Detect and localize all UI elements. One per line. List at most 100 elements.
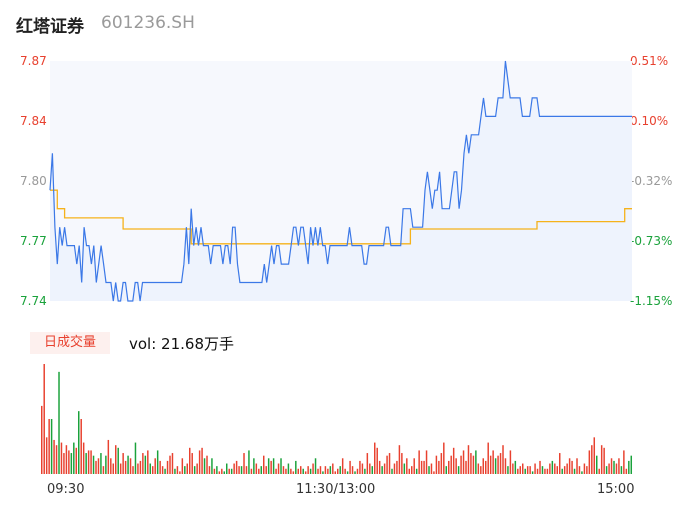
volume-bar <box>60 442 63 474</box>
volume-bar <box>430 463 433 474</box>
volume-bar <box>322 471 324 474</box>
volume-bar <box>443 442 445 474</box>
volume-bar <box>82 442 85 474</box>
volume-bar <box>314 458 317 474</box>
volume-bar <box>475 450 477 474</box>
volume-bar <box>591 445 593 474</box>
volume-bar <box>55 445 58 474</box>
volume-bar <box>189 447 191 474</box>
volume-bar <box>556 466 559 474</box>
volume-bar <box>221 468 223 474</box>
volume-bar <box>312 463 314 474</box>
volume-bar <box>586 466 588 474</box>
volume-bar <box>489 455 492 474</box>
volume-bar <box>319 466 322 474</box>
volume-bar <box>304 471 307 474</box>
volume-bar <box>107 439 110 474</box>
volume-bar <box>230 468 233 474</box>
volume-bar <box>598 468 600 474</box>
volume-bar <box>43 364 45 474</box>
volume-bar <box>371 466 374 474</box>
volume-bar <box>435 455 438 474</box>
volume-bar <box>450 455 452 474</box>
volume-bar <box>398 445 401 474</box>
volume-bar <box>275 468 277 474</box>
volume-bar <box>152 466 154 474</box>
volume-bar <box>339 466 341 474</box>
volume-bar <box>573 468 576 474</box>
volume-bar <box>80 419 82 474</box>
volume-bar <box>235 460 238 474</box>
volume-bar <box>630 455 633 474</box>
volume-bar <box>263 455 265 474</box>
volume-bar <box>603 447 605 474</box>
volume-bar <box>504 458 507 474</box>
price-area-fill <box>50 61 632 301</box>
volume-bar <box>618 458 620 474</box>
volume-tab[interactable]: 日成交量 <box>30 332 110 354</box>
volume-bar <box>324 466 327 474</box>
volume-bar <box>364 468 366 474</box>
volume-bar <box>198 450 201 474</box>
price-tick-label: 7.77 <box>20 234 47 248</box>
volume-bar <box>78 411 80 474</box>
volume-bar <box>149 463 152 474</box>
volume-bar <box>546 468 549 474</box>
volume-bar <box>287 463 290 474</box>
volume-bar <box>420 460 423 474</box>
volume-bar <box>327 468 329 474</box>
volume-bar <box>349 460 351 474</box>
volume-bar <box>554 463 556 474</box>
volume-bar <box>117 447 119 474</box>
volume-bar <box>480 466 482 474</box>
volume-bar <box>179 471 181 474</box>
volume-bar <box>605 466 608 474</box>
volume-bar <box>378 460 381 474</box>
volume-bar <box>581 471 583 474</box>
volume-bar <box>100 453 102 474</box>
volume-bar <box>393 463 396 474</box>
volume-bar <box>625 468 628 474</box>
volume-bar <box>245 466 248 474</box>
volume-bar <box>70 453 73 474</box>
volume-bar <box>238 466 240 474</box>
volume-bar <box>292 471 295 474</box>
volume-bar <box>428 466 430 474</box>
time-label-midday: 11:30/13:00 <box>296 482 376 497</box>
volume-bar <box>258 468 260 474</box>
volume-bar <box>403 463 406 474</box>
volume-bar <box>226 463 228 474</box>
volume-bar <box>531 471 534 474</box>
volume-bar <box>356 468 359 474</box>
volume-bar <box>73 442 75 474</box>
change-pct-tick-label: -1.15% <box>630 294 673 308</box>
volume-bar <box>124 460 127 474</box>
volume-bar <box>115 445 117 474</box>
volume-bar <box>48 419 50 474</box>
price-line <box>49 60 632 302</box>
volume-bar <box>374 442 376 474</box>
volume-bars <box>41 364 633 474</box>
volume-bar <box>354 471 356 474</box>
volume-bar <box>462 450 465 474</box>
volume-bar <box>492 450 494 474</box>
volume-bar <box>418 450 420 474</box>
volume-bar <box>369 463 371 474</box>
volume-bar <box>58 371 60 474</box>
volume-bar <box>164 468 166 474</box>
volume-bar <box>260 466 263 474</box>
volume-bar <box>401 453 403 474</box>
volume-bar <box>561 468 563 474</box>
volume-bar <box>127 455 129 474</box>
volume-bar <box>208 466 211 474</box>
volume-bar <box>623 450 625 474</box>
volume-bar <box>472 455 475 474</box>
volume-bar <box>122 453 124 474</box>
volume-bar <box>620 466 623 474</box>
volume-bar <box>317 468 319 474</box>
volume-bar <box>250 468 253 474</box>
volume-bar <box>302 468 304 474</box>
volume-bar <box>223 471 226 474</box>
volume-bar <box>277 463 280 474</box>
volume-bar <box>408 468 411 474</box>
